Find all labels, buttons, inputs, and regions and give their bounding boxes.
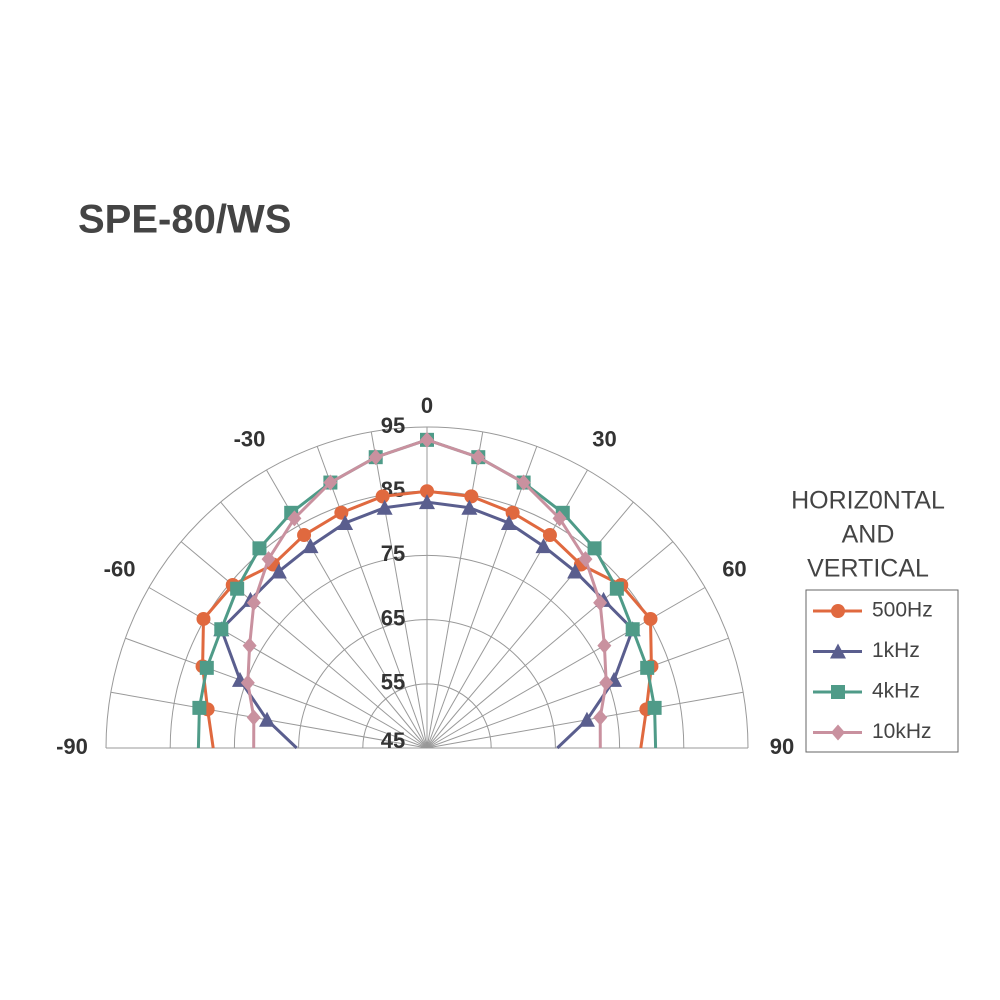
legend-title: AND (842, 521, 895, 549)
marker (419, 494, 435, 510)
marker (542, 528, 557, 543)
marker (230, 581, 245, 596)
legend-label: 500Hz (872, 599, 933, 622)
marker (597, 637, 612, 654)
marker (337, 514, 354, 530)
angle-tick-label: 90 (770, 734, 794, 759)
marker (609, 581, 624, 596)
legend-marker (831, 724, 845, 741)
marker (270, 563, 287, 579)
legend-label: 1kHz (872, 639, 920, 662)
grid-spoke (426, 541, 674, 749)
legend-label: 4kHz (872, 680, 920, 703)
legend-marker (831, 604, 845, 618)
angle-tick-label: -60 (104, 556, 136, 581)
marker (535, 538, 552, 554)
marker (567, 563, 584, 579)
marker (516, 474, 531, 491)
marker (368, 449, 383, 466)
marker (578, 711, 595, 727)
angle-tick-label: 60 (722, 556, 746, 581)
marker (625, 622, 640, 637)
angle-tick-label: -90 (56, 734, 88, 759)
radius-tick-label: 75 (381, 541, 405, 566)
radius-tick-label: 65 (381, 605, 405, 630)
legend-box (805, 589, 959, 753)
marker (552, 510, 567, 527)
marker (587, 541, 602, 556)
legend-title: HORIZ0NTAL (791, 487, 945, 515)
grid-spoke (125, 637, 428, 749)
marker (246, 709, 261, 726)
marker (199, 660, 214, 675)
marker (214, 622, 229, 637)
chart-title: SPE-80/WS (78, 198, 291, 242)
marker (640, 660, 655, 675)
grid-spoke (426, 587, 706, 749)
marker (599, 674, 614, 691)
marker (593, 594, 608, 611)
marker (376, 499, 393, 515)
marker (578, 551, 593, 568)
angle-tick-label: -30 (234, 426, 266, 451)
marker (302, 538, 319, 554)
marker (261, 551, 276, 568)
radius-tick-label: 55 (381, 670, 405, 695)
marker (461, 499, 478, 515)
marker (471, 449, 486, 466)
marker (196, 611, 211, 626)
marker (246, 594, 261, 611)
marker (323, 474, 338, 491)
radius-tick-label: 45 (381, 728, 405, 753)
marker (647, 700, 662, 715)
marker (593, 709, 608, 726)
grid-spoke (426, 431, 484, 749)
legend-marker (830, 643, 846, 659)
marker (259, 711, 276, 727)
angle-tick-label: 0 (421, 393, 433, 418)
grid-spoke (426, 446, 538, 749)
marker (420, 431, 434, 448)
marker (643, 611, 658, 626)
grid-spoke (426, 637, 729, 749)
marker (464, 489, 479, 504)
marker (297, 528, 312, 543)
legend-marker (831, 685, 845, 699)
grid-spoke (370, 431, 428, 749)
marker (252, 541, 267, 556)
grid-spoke (316, 446, 428, 749)
marker (500, 514, 517, 530)
angle-tick-label: 30 (592, 426, 616, 451)
legend-title: VERTICAL (807, 555, 929, 583)
grid-spoke (148, 587, 428, 749)
grid-spoke (180, 541, 428, 749)
marker (375, 489, 390, 504)
marker (240, 674, 255, 691)
radius-tick-label: 95 (381, 413, 405, 438)
marker (287, 510, 302, 527)
marker (192, 700, 207, 715)
marker (242, 637, 257, 654)
legend-label: 10kHz (872, 720, 932, 743)
marker (420, 484, 434, 499)
